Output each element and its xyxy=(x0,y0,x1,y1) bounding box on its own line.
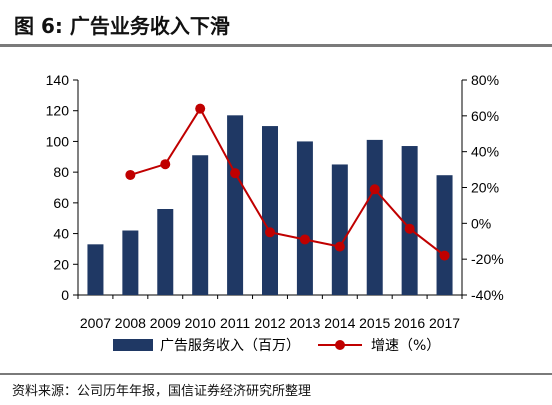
y-right-tick-label: 60% xyxy=(471,108,499,124)
y-right-tick-label: 40% xyxy=(471,144,499,160)
y-right-tick-label: 80% xyxy=(471,72,499,88)
growth-point xyxy=(334,241,345,252)
growth-point xyxy=(230,168,241,179)
y-left-tick-label: 120 xyxy=(46,103,70,119)
bar xyxy=(87,244,104,295)
bar xyxy=(436,175,453,295)
y-right-tick-label: -40% xyxy=(471,287,504,303)
figure-title: 图 6: 广告业务收入下滑 xyxy=(14,14,230,38)
x-tick-label: 2014 xyxy=(324,315,355,331)
bar xyxy=(192,155,209,295)
y-left-tick-label: 40 xyxy=(53,226,69,242)
growth-point xyxy=(404,223,415,234)
source-note: 资料来源：公司历年年报，国信证券经济研究所整理 xyxy=(12,384,312,399)
bar xyxy=(262,126,278,295)
bar xyxy=(157,209,174,295)
x-tick-label: 2010 xyxy=(185,315,216,331)
growth-point xyxy=(299,234,310,245)
x-tick-label: 2008 xyxy=(115,315,146,331)
y-left-tick-label: 60 xyxy=(53,195,69,211)
legend-bar-label: 广告服务收入（百万） xyxy=(160,338,300,354)
y-left-tick-label: 100 xyxy=(46,133,70,149)
y-left-tick-label: 0 xyxy=(61,287,69,303)
x-tick-label: 2011 xyxy=(220,315,250,331)
x-tick-label: 2009 xyxy=(150,315,181,331)
top-rule xyxy=(0,44,552,47)
x-tick-label: 2017 xyxy=(429,315,460,331)
growth-point xyxy=(195,103,206,114)
y-right-tick-label: 0% xyxy=(471,215,491,231)
growth-point xyxy=(265,227,275,238)
x-tick-label: 2007 xyxy=(80,315,111,331)
legend-bar-swatch xyxy=(113,339,153,351)
growth-point xyxy=(125,169,136,180)
x-tick-label: 2015 xyxy=(359,315,390,331)
y-left-tick-label: 80 xyxy=(53,164,69,180)
x-tick-label: 2013 xyxy=(289,315,320,331)
y-right-tick-label: 20% xyxy=(471,180,499,196)
bar xyxy=(366,139,383,295)
x-tick-label: 2012 xyxy=(254,315,285,331)
legend-line-label: 增速（%） xyxy=(371,338,440,354)
bar xyxy=(227,115,244,295)
y-left-tick-label: 140 xyxy=(46,72,70,88)
figure-header: 图 6: 广告业务收入下滑 xyxy=(0,0,552,44)
bottom-rule xyxy=(0,373,552,375)
y-right-tick-label: -20% xyxy=(471,251,504,267)
growth-point xyxy=(439,250,450,261)
growth-point xyxy=(369,184,380,195)
bar xyxy=(401,146,418,295)
bar xyxy=(331,164,348,295)
bar xyxy=(122,230,139,295)
growth-point xyxy=(160,159,171,170)
growth-line xyxy=(130,106,446,257)
legend-line-marker xyxy=(335,340,345,350)
y-left-tick-label: 20 xyxy=(53,256,69,272)
x-tick-label: 2016 xyxy=(394,315,425,331)
bar xyxy=(296,141,313,295)
